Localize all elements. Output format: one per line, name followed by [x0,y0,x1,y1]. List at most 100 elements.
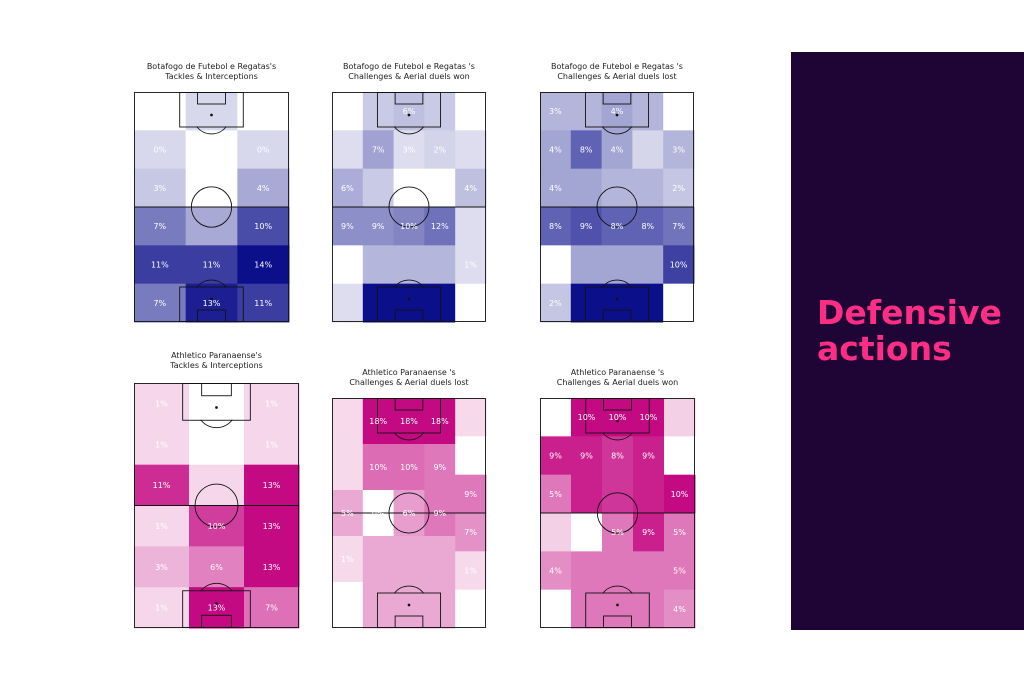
six-yard-box-bottom [197,309,226,322]
heat-cell [633,398,665,437]
heat-cell [332,168,364,208]
heat-cell [332,130,364,170]
heat-cell [362,582,395,629]
cell-label: 10% [609,413,627,422]
heat-cell [663,245,695,285]
heat-cell [540,283,572,323]
heat-cell [571,474,603,514]
penalty-spot-top [615,113,619,117]
cell-label: 0% [205,146,218,155]
heat-cell [663,130,695,170]
heat-cell [189,587,245,629]
six-yard-box-bottom [201,614,232,628]
heat-cell [571,398,603,437]
cell-label: 0% [464,299,477,308]
heat-cell [602,398,634,437]
heat-cell [362,536,395,583]
cell-label: 4% [549,567,562,576]
heat-cell [663,207,695,246]
cell-label: 4% [549,184,562,193]
heat-cell [237,168,290,208]
heat-cell [601,130,633,170]
cell-label: 6% [341,184,354,193]
heat-cell [332,398,364,445]
cell-label: 7% [153,299,166,308]
cell-label: 13% [208,604,226,613]
heat-cell [393,130,425,170]
heat-cell [540,92,572,131]
section-title-line-1: Defensive [817,293,1002,332]
heat-cell [570,283,603,323]
heat-cell [237,245,290,285]
cell-label: 10% [254,222,272,231]
heat-cell [664,513,696,552]
centre-circle [388,186,430,228]
penalty-spot-top [215,406,218,409]
heat-cell [602,436,634,476]
cell-label: 13% [203,299,221,308]
heat-cell [244,383,300,425]
title-line-1: Athletico Paranaense's [171,351,262,360]
heat-cell [540,436,572,476]
cell-label: 18% [431,417,449,426]
heat-cell [571,551,603,591]
cell-label: 18% [400,417,418,426]
cell-label: 9% [464,490,477,499]
heat-cell [237,283,290,323]
cell-label: 3% [672,146,685,155]
cell-label: 13% [263,481,281,490]
heat-cell [455,92,487,131]
six-yard-box-bottom [394,309,424,322]
cell-label: 10% [400,222,418,231]
heat-cell [424,398,456,445]
panel-title: Botafogo de Futebol e Regatas 's Challen… [540,62,694,82]
cell-label: 6% [210,563,223,572]
heat-cell [332,283,364,323]
heat-cell [424,130,456,170]
cell-label: 0% [549,413,562,422]
heat-cell [393,168,425,208]
cell-label: 0% [210,440,223,449]
six-yard-box-top [394,398,424,411]
penalty-arc-bottom [200,582,233,592]
cell-label: 3% [155,563,168,572]
cell-label: 4% [673,605,686,614]
cell-label: 1% [341,555,354,564]
heat-cell [455,551,487,591]
heat-cell [134,464,190,506]
title-line-2: Challenges & Aerial duels lost [349,378,469,387]
title-line-1: Botafogo de Futebol e Regatas's [146,62,277,71]
panel-title: Athletico Paranaense 's Challenges & Aer… [332,368,486,388]
cell-label: 4% [464,184,477,193]
heat-cell [540,130,572,170]
heat-cell [393,536,425,583]
centre-circle [388,492,430,534]
penalty-arc-top [601,126,633,135]
panel-title: Botafogo de Futebol e Regatas 's Challen… [332,62,486,82]
heat-cell [189,505,245,547]
heat-cell [540,513,572,552]
heat-cell [424,245,456,285]
heat-cell [244,423,300,466]
cell-label: 10% [670,261,688,270]
cell-label: 9% [341,222,354,231]
cell-label: 3% [549,107,562,116]
penalty-spot-bottom [215,602,218,605]
heat-cell [362,92,395,131]
title-line-1: Botafogo de Futebol e Regatas 's [343,62,475,71]
heat-cell [601,168,633,208]
cell-label: 13% [263,563,281,572]
heat-cell [393,245,425,285]
cell-label: 0% [341,601,354,610]
penalty-spot-bottom [210,297,213,301]
cell-label: 9% [642,528,655,537]
heat-cell [540,245,572,285]
heat-cell [424,168,456,208]
six-yard-box-top [602,92,632,105]
heat-cell [362,283,395,323]
cell-label: 10% [208,522,226,531]
heat-cell [393,444,425,491]
heat-cell [632,245,664,285]
heat-cell [189,546,245,588]
heat-cell [633,513,665,552]
